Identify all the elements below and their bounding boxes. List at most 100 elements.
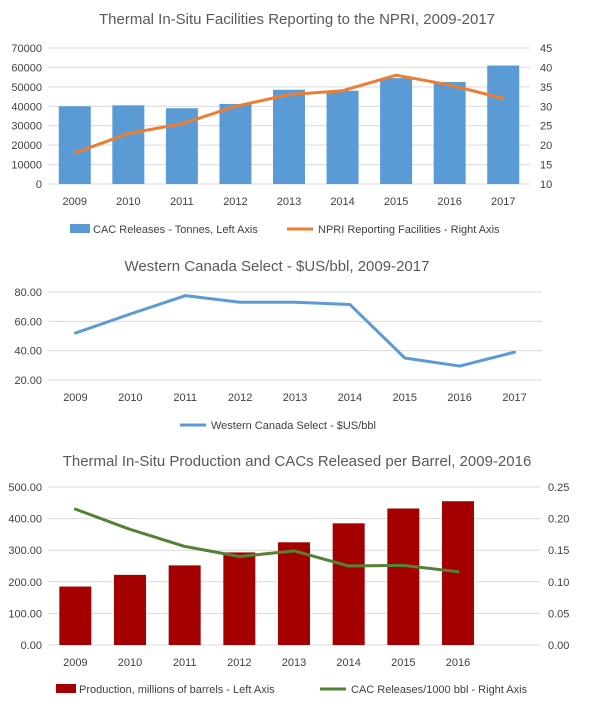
x-axis-tick-label: 2010 <box>118 657 142 669</box>
right-axis-tick-label: 0.25 <box>548 482 569 494</box>
chart2-legend: Western Canada Select - $US/bbl <box>180 420 376 432</box>
x-axis-tick-label: 2015 <box>393 392 417 404</box>
x-axis-tick-label: 2013 <box>283 392 307 404</box>
left-axis-tick-label: 0.00 <box>21 640 42 652</box>
line-point <box>402 564 404 566</box>
chart-production-cac: Thermal In-Situ Production and CACs Rele… <box>8 453 569 696</box>
chart-npri-facilities: Thermal In-Situ Facilities Reporting to … <box>11 11 552 236</box>
bar <box>112 105 145 184</box>
chart3-bars <box>59 501 474 645</box>
chart1-left-axis-ticks: 0 10000 20000 30000 40000 50000 60000 70000 <box>11 43 42 191</box>
chart3-x-axis-ticks: 2009 2010 2011 2012 2013 2014 2015 2016 <box>63 657 470 669</box>
left-axis-tick-label: 40.00 <box>14 346 42 358</box>
right-axis-tick-label: 40 <box>540 62 552 74</box>
chart1-x-axis-ticks: 2009 2010 2011 2012 2013 2014 2015 2016 2017 <box>63 196 516 208</box>
bar <box>114 574 146 645</box>
x-axis-tick-label: 2012 <box>227 657 251 669</box>
x-axis-tick-label: 2013 <box>282 657 306 669</box>
x-axis-tick-label: 2011 <box>173 392 197 404</box>
bar <box>59 586 92 645</box>
chart3-legend-bar-swatch <box>56 684 76 693</box>
chart2-left-axis-ticks: 20.00 40.00 60.00 80.00 <box>14 287 42 387</box>
bar <box>223 552 256 645</box>
x-axis-tick-label: 2010 <box>118 392 142 404</box>
chart-western-canada-select: Western Canada Select - $US/bbl, 2009-20… <box>14 258 542 432</box>
chart3-legend-bar-label: Production, millions of barrels - Left A… <box>79 684 275 696</box>
line-point <box>129 313 131 315</box>
bar <box>487 65 520 184</box>
left-axis-tick-label: 500.00 <box>8 482 42 494</box>
line-point <box>502 98 504 100</box>
chart1-right-axis-ticks: 10 15 20 25 30 35 40 45 <box>540 43 552 191</box>
right-axis-tick-label: 25 <box>540 121 552 133</box>
line-point <box>348 565 350 567</box>
bar <box>278 542 310 645</box>
left-axis-tick-label: 100.00 <box>8 608 42 620</box>
left-axis-tick-label: 10000 <box>11 160 42 172</box>
left-axis-tick-label: 40000 <box>11 101 42 113</box>
right-axis-tick-label: 20 <box>540 140 552 152</box>
x-axis-tick-label: 2015 <box>384 196 408 208</box>
left-axis-tick-label: 60000 <box>11 62 42 74</box>
line-point <box>342 90 344 92</box>
line-point <box>74 152 76 154</box>
line-point <box>74 332 76 334</box>
x-axis-tick-label: 2010 <box>116 196 140 208</box>
right-axis-tick-label: 30 <box>540 101 552 113</box>
left-axis-tick-label: 30000 <box>11 121 42 133</box>
x-axis-tick-label: 2012 <box>228 392 252 404</box>
right-axis-tick-label: 35 <box>540 82 552 94</box>
line-point <box>239 301 241 303</box>
bar <box>380 78 413 184</box>
series-line <box>73 294 517 368</box>
left-axis-tick-label: 200.00 <box>8 577 42 589</box>
line-point <box>293 550 295 552</box>
chart2-x-axis-ticks: 2009 2010 2011 2012 2013 2014 2015 2016 2017 <box>63 392 527 404</box>
x-axis-tick-label: 2012 <box>223 196 247 208</box>
line-point <box>238 556 240 558</box>
left-axis-tick-label: 20000 <box>11 140 42 152</box>
bar <box>168 565 201 645</box>
chart2-title: Western Canada Select - $US/bbl, 2009-20… <box>125 258 430 275</box>
left-axis-tick-label: 70000 <box>11 43 42 55</box>
series-line <box>73 507 460 574</box>
x-axis-tick-label: 2016 <box>446 657 470 669</box>
line-point <box>449 84 451 86</box>
x-axis-tick-label: 2014 <box>330 196 354 208</box>
x-axis-tick-label: 2011 <box>173 657 197 669</box>
right-axis-tick-label: 0.20 <box>548 514 569 526</box>
x-axis-tick-label: 2013 <box>277 196 301 208</box>
chart1-legend-bar-swatch <box>70 224 90 233</box>
chart1-title: Thermal In-Situ Facilities Reporting to … <box>99 11 495 28</box>
right-axis-tick-label: 0.15 <box>548 545 569 557</box>
left-axis-tick-label: 50000 <box>11 82 42 94</box>
x-axis-tick-label: 2014 <box>338 392 362 404</box>
left-axis-tick-label: 60.00 <box>14 316 42 328</box>
chart1-legend-bar-label: CAC Releases - Tonnes, Left Axis <box>93 224 258 236</box>
chart3-left-axis-ticks: 0.00 100.00 200.00 300.00 400.00 500.00 <box>8 482 42 652</box>
left-axis-tick-label: 400.00 <box>8 514 42 526</box>
line-point <box>127 132 129 134</box>
chart3-line <box>73 507 460 574</box>
chart2-gridlines <box>48 291 542 381</box>
line-point <box>404 357 406 359</box>
x-axis-tick-label: 2009 <box>63 657 87 669</box>
chart2-line <box>73 294 517 368</box>
chart1-line <box>73 73 505 155</box>
x-axis-tick-label: 2016 <box>437 196 461 208</box>
left-axis-tick-label: 80.00 <box>14 287 42 299</box>
chart3-legend: Production, millions of barrels - Left A… <box>56 684 528 696</box>
bar <box>273 89 305 184</box>
right-axis-tick-label: 10 <box>540 179 552 191</box>
bar <box>332 523 365 645</box>
right-axis-tick-label: 0.00 <box>548 640 569 652</box>
right-axis-tick-label: 0.10 <box>548 577 569 589</box>
chart1-bars <box>58 65 520 184</box>
line-point <box>457 571 459 573</box>
x-axis-tick-label: 2016 <box>447 392 471 404</box>
line-point <box>395 74 397 76</box>
x-axis-tick-label: 2009 <box>63 392 87 404</box>
x-axis-tick-label: 2009 <box>63 196 87 208</box>
x-axis-tick-label: 2011 <box>170 196 194 208</box>
right-axis-tick-label: 0.05 <box>548 608 569 620</box>
